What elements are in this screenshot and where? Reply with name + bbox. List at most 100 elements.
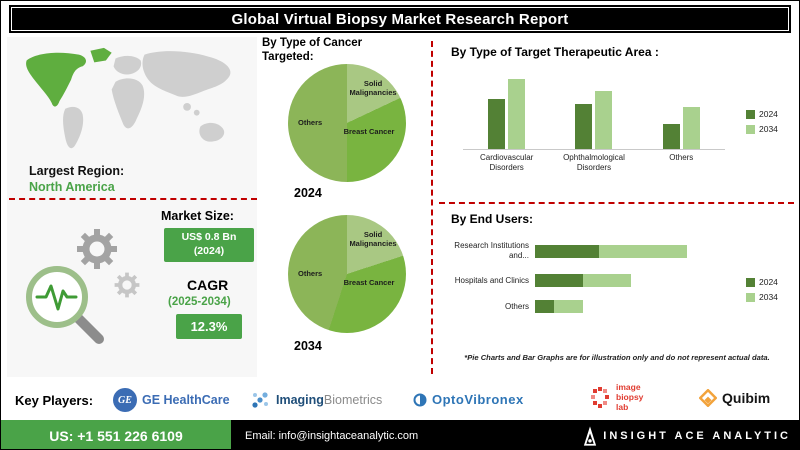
bar-pair xyxy=(535,300,583,313)
therapeutic-area-title: By Type of Target Therapeutic Area : xyxy=(451,45,659,59)
cagr-period: (2025-2034) xyxy=(168,296,231,308)
pie-year-2034: 2034 xyxy=(294,339,322,353)
therapeutic-bar-chart xyxy=(463,61,725,150)
cagr-value-box: 12.3% xyxy=(176,314,242,339)
category-label: Cardiovascular Disorders xyxy=(479,153,534,173)
market-size-year: (2024) xyxy=(193,245,225,257)
category-label: Others xyxy=(504,301,529,311)
bar-2034 xyxy=(682,107,700,149)
imaging-biometrics-dots-icon xyxy=(252,392,268,408)
legend-item: 2024 xyxy=(746,277,778,287)
north-america-region xyxy=(26,52,87,107)
report-title-banner: Global Virtual Biopsy Market Research Re… xyxy=(9,5,791,33)
legend-label: 2024 xyxy=(759,109,778,119)
phone-number: US: +1 551 226 6109 xyxy=(49,427,183,444)
category-label: Hospitals and Clinics xyxy=(454,275,529,285)
gear-icon xyxy=(77,229,117,269)
legend-item: 2034 xyxy=(746,124,778,134)
logo-text: Quibim xyxy=(722,390,771,406)
legend-label: 2024 xyxy=(759,277,778,287)
footer-bar: Email: info@insightaceanalytic.com INSIG… xyxy=(231,420,799,449)
market-size-label: Market Size: xyxy=(161,209,234,223)
phone-banner: US: +1 551 226 6109 xyxy=(1,420,231,449)
pie-chart-2024: Solid Malignancies Breast Cancer Others xyxy=(288,64,406,182)
bar-pair xyxy=(535,244,687,258)
small-gear-icon xyxy=(114,272,140,298)
brand-name: INSIGHT ACE ANALYTIC xyxy=(603,429,791,442)
south-america-region xyxy=(63,106,84,149)
category-label: Research Institutions and... xyxy=(454,241,529,260)
logo-text: Imaging xyxy=(276,393,324,407)
bar-2024 xyxy=(662,124,680,149)
australia-region xyxy=(199,122,225,142)
category-label: Ophthalmological Disorders xyxy=(563,153,625,173)
therapeutic-legend: 2024 2034 xyxy=(746,109,778,134)
image-biopsy-lab-pixel-icon xyxy=(591,386,609,408)
largest-region-label: Largest Region: xyxy=(29,164,125,178)
island-region xyxy=(183,103,191,111)
africa-region xyxy=(111,78,145,129)
end-users-row-hospitals: Hospitals and Clinics xyxy=(453,274,743,287)
insight-ace-logo-icon xyxy=(584,425,597,446)
pie-slice-label: Solid Malignancies xyxy=(349,79,397,97)
logo-text: OptoVibronex xyxy=(432,392,524,407)
pie-slice-label: Breast Cancer xyxy=(343,278,395,287)
world-map xyxy=(26,47,231,149)
logo-optovibronex: OptoVibronex xyxy=(413,392,524,407)
logo-text: Biometrics xyxy=(323,393,383,407)
pie-slice-label: Solid Malignancies xyxy=(349,230,397,248)
pie-year-2024: 2024 xyxy=(294,186,322,200)
end-users-row-research: Research Institutions and... xyxy=(453,241,743,261)
legend-swatch-2034 xyxy=(746,292,755,302)
pie-slice-label: Others xyxy=(298,118,323,127)
divider-left-horizontal xyxy=(9,198,257,200)
logo-text: GE HealthCare xyxy=(142,393,230,407)
bar-2034 xyxy=(583,274,631,287)
email-address: Email: info@insightaceanalytic.com xyxy=(245,429,419,442)
bar-2024 xyxy=(535,244,599,258)
logo-imaging-biometrics: ImagingBiometrics xyxy=(251,390,382,410)
end-users-legend: 2024 2034 xyxy=(746,277,778,302)
legend-item: 2024 xyxy=(746,109,778,119)
bar-2024 xyxy=(575,104,593,149)
logo-image-biopsy-lab: image biopsy lab xyxy=(589,382,644,412)
europe-region xyxy=(113,55,142,75)
logo-ge-healthcare: GE GE HealthCare xyxy=(113,388,230,412)
bar-group-cardiovascular xyxy=(488,79,526,149)
legend-label: 2034 xyxy=(759,292,778,302)
bar-2034 xyxy=(508,79,526,149)
category-label: Others xyxy=(669,153,694,162)
ge-monogram-icon: GE xyxy=(113,388,137,412)
legend-label: 2034 xyxy=(759,124,778,134)
divider-vertical xyxy=(431,41,433,374)
cagr-value: 12.3% xyxy=(190,319,228,334)
bar-2024 xyxy=(535,300,555,313)
pie-section-title: By Type of Cancer Targeted: xyxy=(262,37,363,63)
legend-swatch-2034 xyxy=(746,124,755,134)
bar-2024 xyxy=(535,274,583,287)
greenland-region xyxy=(90,47,112,63)
bar-2034 xyxy=(595,91,613,149)
market-size-value: US$ 0.8 Bn xyxy=(181,231,237,244)
logo-text: image xyxy=(616,382,641,392)
end-users-row-others: Others xyxy=(453,300,743,313)
divider-right-horizontal xyxy=(439,202,794,204)
island-region xyxy=(193,109,200,116)
bar-group-others xyxy=(662,107,700,149)
brand-lockup: INSIGHT ACE ANALYTIC xyxy=(583,425,791,447)
bar-group-ophthalmological xyxy=(575,91,613,149)
legend-item: 2034 xyxy=(746,292,778,302)
market-size-value-box: US$ 0.8 Bn (2024) xyxy=(164,228,254,262)
legend-swatch-2024 xyxy=(746,109,755,119)
logo-text: biopsy xyxy=(616,391,644,402)
pie-slice-label: Breast Cancer xyxy=(343,127,395,136)
end-users-title: By End Users: xyxy=(451,212,534,226)
largest-region-value: North America xyxy=(29,180,115,194)
bar-pair xyxy=(535,274,631,287)
cagr-label: CAGR xyxy=(187,277,229,293)
key-players-label: Key Players: xyxy=(15,393,94,408)
logo-text: lab xyxy=(616,401,629,412)
end-users-bar-chart: Research Institutions and... Hospitals a… xyxy=(453,241,743,313)
therapeutic-category-labels: Cardiovascular Disorders Ophthalmologica… xyxy=(463,153,725,174)
